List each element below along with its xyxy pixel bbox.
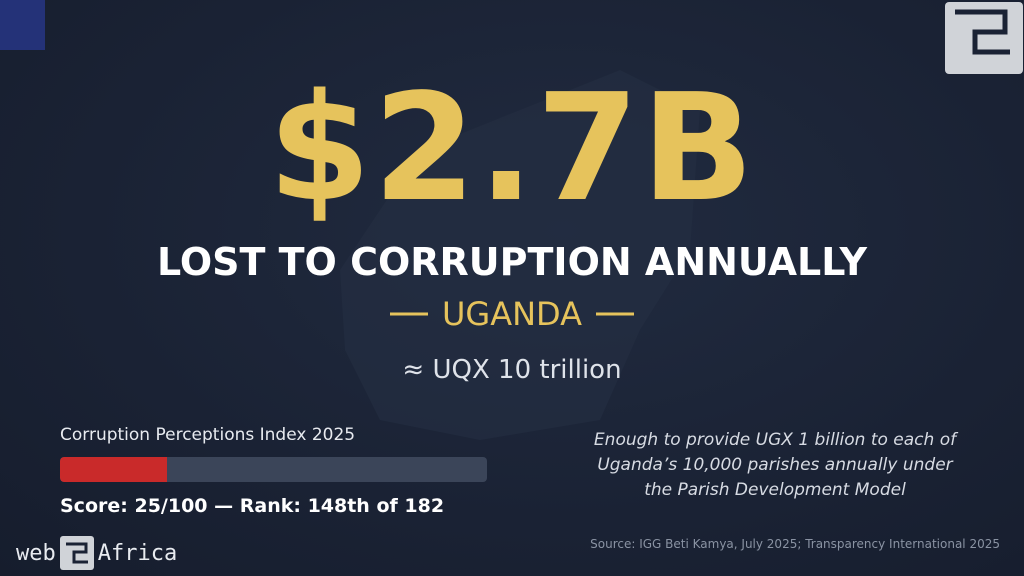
note-line: Uganda’s 10,000 parishes annually under [597,455,953,475]
score-bar [60,457,167,482]
index-title: Corruption Perceptions Index 2025 [60,425,356,445]
headline: $2.7B [268,62,756,234]
brand-icon [59,536,94,570]
brand-left: web [16,540,56,566]
note: Enough to provide UGX 1 billion to each … [560,428,990,503]
score-caption: Score: 25/100 — Rank: 148th of 182 [60,495,445,517]
brand-right: Africa [97,540,178,566]
brand: web Africa [16,536,177,570]
country: UGANDA [441,295,582,333]
corner-pattern [0,0,45,50]
score-track [60,457,487,482]
source: Source: IGG Beti Kamya, July 2025; Trans… [590,537,1000,551]
note-line: the Parish Development Model [644,480,906,500]
cube-logo [945,2,1023,74]
map-silhouette [340,70,700,440]
subheadline: LOST TO CORRUPTION ANNUALLY [156,240,868,284]
equivalent: ≈ UQX 10 trillion [402,355,622,385]
note-line: Enough to provide UGX 1 billion to each … [593,430,957,450]
